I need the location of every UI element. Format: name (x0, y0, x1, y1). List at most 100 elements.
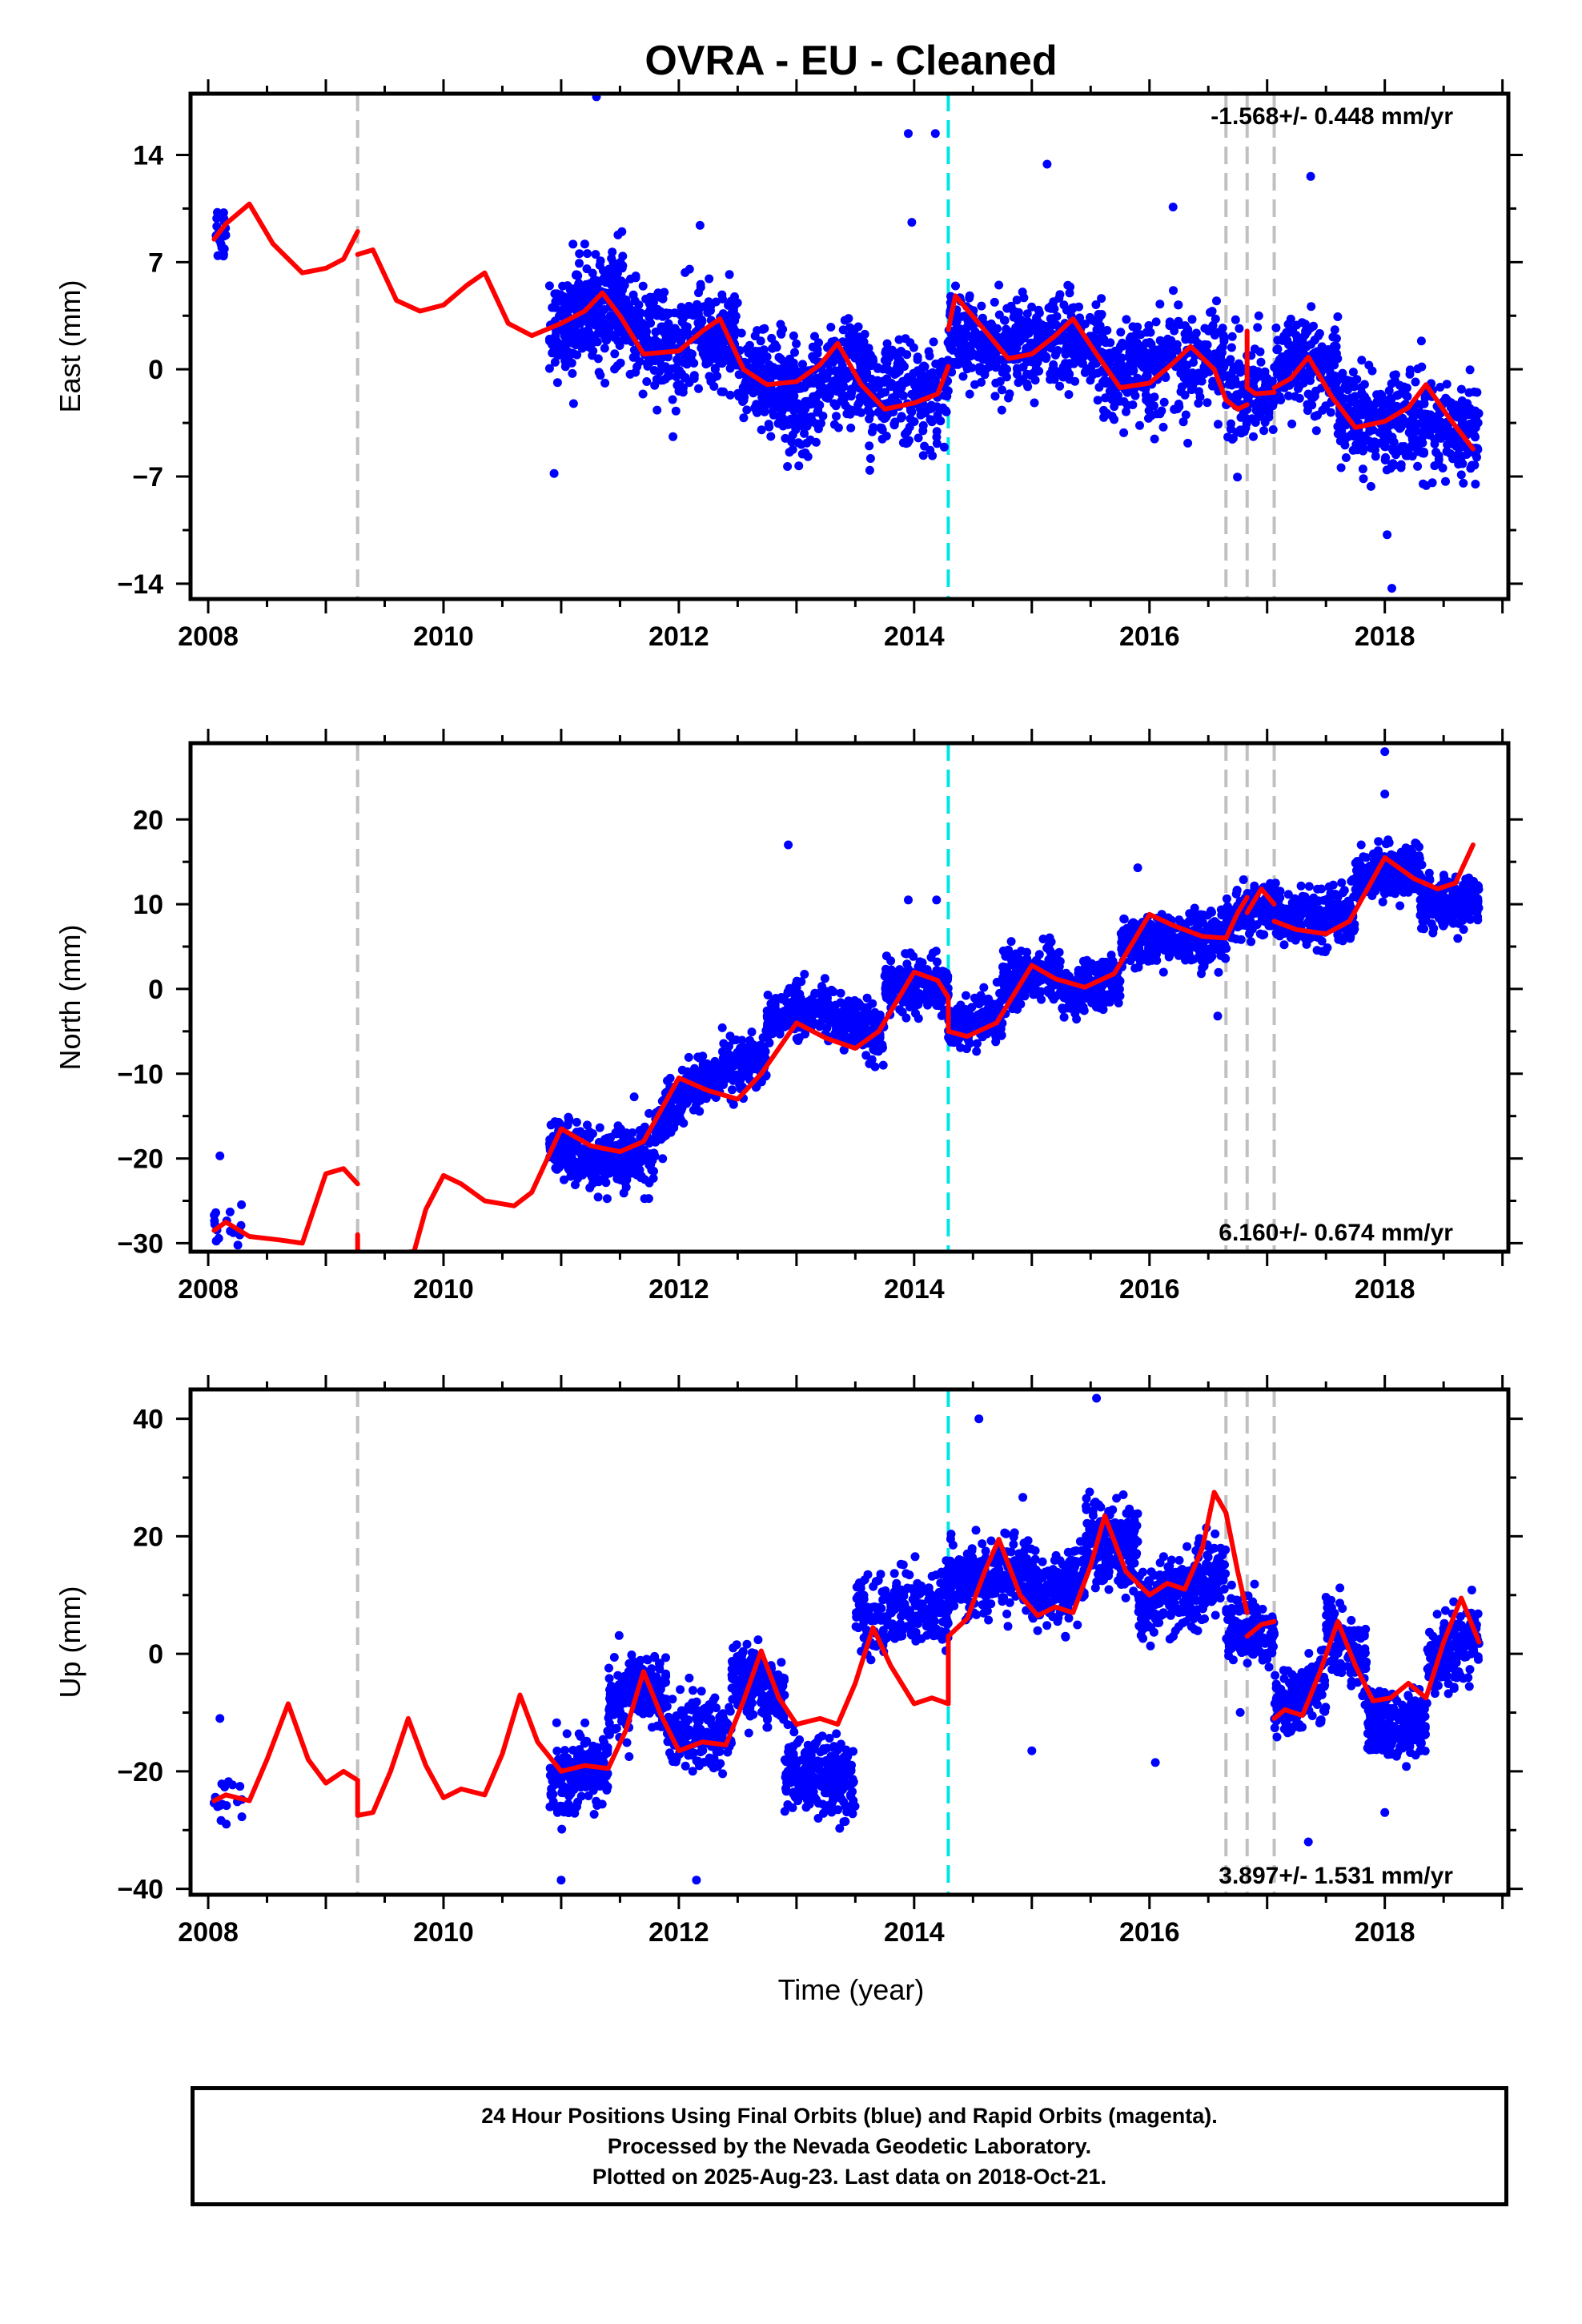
data-point (1119, 428, 1129, 437)
data-point (1123, 365, 1133, 375)
data-point (823, 999, 833, 1009)
data-point (650, 292, 660, 302)
data-point (825, 366, 835, 376)
data-point-outlier (1383, 530, 1392, 540)
data-point (610, 349, 620, 359)
data-point (928, 948, 938, 958)
data-point (1023, 382, 1033, 392)
data-point (672, 1107, 681, 1116)
data-point-outlier (930, 129, 940, 139)
data-point (583, 1120, 592, 1130)
data-point (1291, 354, 1300, 364)
data-point (800, 970, 809, 979)
data-point (1255, 347, 1265, 356)
data-point (1227, 332, 1237, 341)
data-point (820, 974, 829, 983)
data-point (1468, 460, 1476, 470)
data-point (962, 364, 972, 374)
data-point (862, 993, 872, 1003)
data-point (926, 997, 936, 1007)
data-point (718, 339, 728, 348)
data-point (976, 330, 986, 340)
data-point (618, 251, 628, 261)
data-point (684, 1085, 693, 1095)
data-point (1211, 314, 1220, 324)
data-point (592, 275, 601, 285)
data-point (769, 368, 779, 377)
data-point (1165, 321, 1174, 331)
data-point (1423, 424, 1433, 434)
data-point (568, 368, 577, 378)
data-point (580, 335, 589, 344)
data-point (1022, 309, 1032, 319)
data-point (920, 362, 930, 372)
data-point (1182, 332, 1192, 341)
data-point (576, 328, 585, 337)
data-point (1117, 353, 1126, 363)
data-point (795, 995, 805, 1005)
data-point (1216, 352, 1226, 362)
data-point (889, 395, 898, 404)
data-point (898, 996, 908, 1006)
data-point (845, 372, 854, 381)
data-point-outlier (1042, 159, 1052, 169)
data-point-outlier (1306, 171, 1315, 181)
data-point (808, 342, 817, 352)
data-point (550, 345, 560, 354)
data-point (1311, 426, 1321, 436)
data-point (550, 357, 560, 367)
data-point (1359, 431, 1368, 440)
data-point (1187, 315, 1197, 324)
data-point (1372, 390, 1382, 400)
data-point (563, 1120, 572, 1130)
data-point (219, 250, 228, 259)
data-point (883, 365, 893, 375)
data-point (1465, 365, 1475, 375)
data-point (1239, 427, 1249, 436)
data-point (940, 391, 950, 400)
data-point (1045, 933, 1054, 943)
data-point (1416, 336, 1426, 346)
data-point (980, 1007, 990, 1016)
data-point (753, 1055, 763, 1065)
data-point (708, 1068, 717, 1077)
data-point (1203, 340, 1212, 350)
data-point (897, 412, 906, 421)
data-point (1347, 376, 1356, 386)
data-point (932, 439, 942, 448)
data-point (933, 957, 942, 967)
data-point (877, 412, 887, 421)
plot-frame (188, 91, 1511, 601)
data-point (1004, 393, 1013, 403)
data-point (690, 1066, 700, 1075)
data-point (965, 321, 974, 331)
data-point-outlier (1387, 584, 1396, 593)
data-point (778, 386, 788, 396)
data-point (1027, 302, 1037, 312)
data-point (584, 292, 593, 301)
data-point (736, 1076, 745, 1085)
data-point (895, 973, 905, 983)
data-point (1097, 294, 1106, 304)
data-point (803, 1015, 813, 1024)
data-point (588, 268, 597, 278)
data-point (568, 239, 578, 249)
data-point (1158, 422, 1168, 432)
data-point (997, 1031, 1006, 1040)
data-point (636, 1172, 646, 1181)
data-point (1383, 399, 1392, 408)
data-point (1339, 418, 1348, 428)
data-point (677, 1065, 687, 1075)
data-point (808, 352, 817, 361)
data-point (1142, 368, 1152, 378)
data-point (544, 364, 554, 373)
data-point (1195, 369, 1204, 379)
data-point (764, 420, 773, 429)
data-point (825, 390, 834, 400)
data-point (1392, 401, 1402, 411)
data-point (774, 352, 784, 362)
data-point (856, 1020, 865, 1030)
data-point (615, 341, 624, 350)
data-point (747, 1027, 757, 1037)
data-point (881, 988, 890, 998)
